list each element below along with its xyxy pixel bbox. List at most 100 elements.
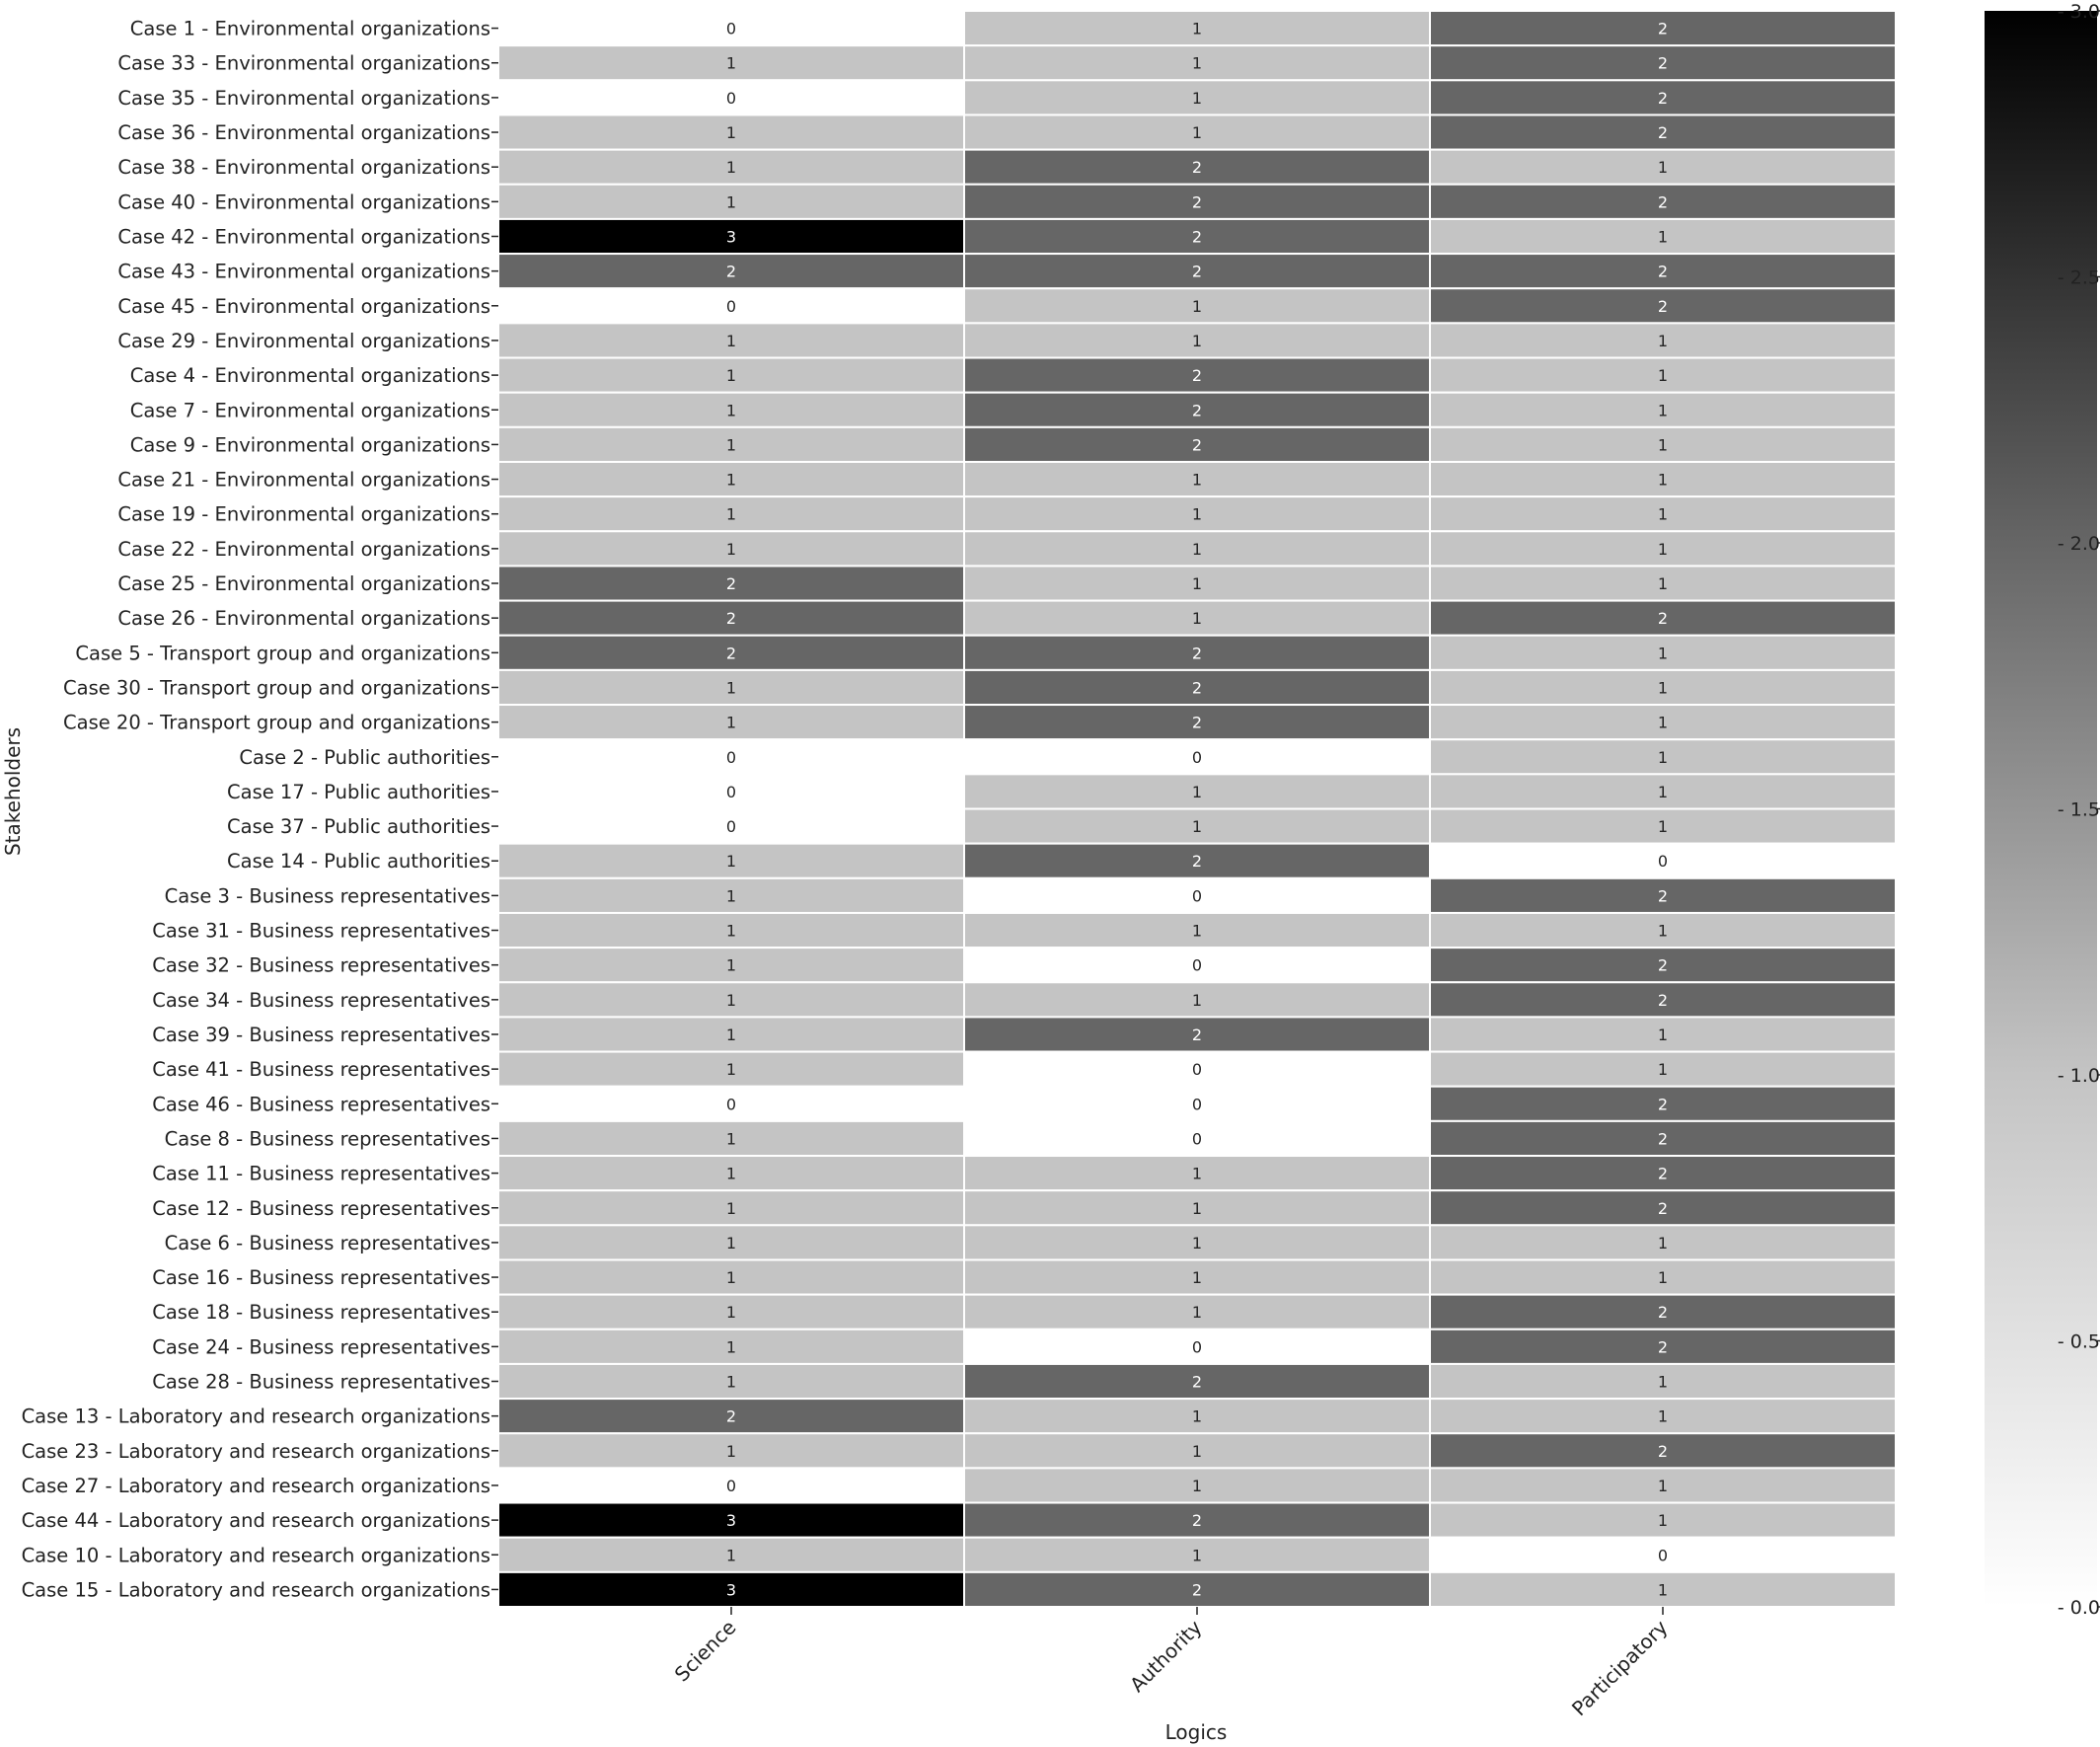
heatmap-cell	[1429, 1155, 1897, 1192]
heatmap-cell	[963, 773, 1431, 810]
cell-value-label: 1	[1658, 471, 1668, 490]
heatmap-cell	[1429, 1467, 1897, 1504]
cell-value-label: 1	[726, 956, 736, 975]
cell-value-label: 1	[1658, 1511, 1668, 1530]
cell-value-label: 0	[726, 748, 736, 767]
cell-value-label: 2	[1192, 435, 1202, 454]
colorbar: - 0.0 - 0.5 - 1.0 - 1.5 - 2.0 - 2.5 - 3.0	[1985, 1, 2100, 1619]
heatmap-cell	[497, 981, 965, 1019]
cell-value-label: 1	[726, 922, 736, 941]
colorbar-ticks: - 0.0 - 0.5 - 1.0 - 1.5 - 2.0 - 2.5 - 3.0	[2058, 1, 2100, 1619]
cell-value-label: 1	[1658, 158, 1668, 177]
cell-value-label: 2	[1192, 192, 1202, 211]
cell-value-label: 1	[726, 852, 736, 871]
row-label: Case 28 - Business representatives	[152, 1371, 490, 1394]
heatmap-cell	[497, 704, 965, 741]
cell-value-label: 1	[1658, 505, 1668, 524]
colorbar-tick-label: - 2.5	[2058, 267, 2100, 289]
heatmap-cell	[1429, 217, 1897, 256]
row-label: Case 16 - Business representatives	[152, 1266, 490, 1289]
cell-value-label: 1	[1192, 817, 1202, 836]
cell-value-label: 1	[1192, 332, 1202, 350]
cell-value-label: 1	[1658, 817, 1668, 836]
heatmap-cell	[1429, 981, 1897, 1019]
heatmap-cell	[963, 668, 1431, 707]
cell-value-label: 1	[1658, 435, 1668, 454]
row-label: Case 17 - Public authorities	[227, 781, 490, 803]
heatmap-cell	[1429, 599, 1897, 637]
cell-value-label: 2	[1192, 158, 1202, 177]
cell-value-label: 0	[1192, 1095, 1202, 1113]
heatmap-cell	[1429, 356, 1897, 394]
row-label: Case 42 - Environmental organizations	[117, 225, 490, 248]
heatmap-cell	[497, 253, 965, 290]
row-label: Case 12 - Business representatives	[152, 1197, 490, 1220]
heatmap-cells: 0 1 2 1 1 2 0 1 2 1 1 2 1 2 1 1 2 2 3 2 1 2 2 2 0 1 2 1 1 1 1 2 1 1 2 1 1 2 1 1…	[497, 10, 1897, 1608]
row-label: Case 13 - Laboratory and research organi…	[22, 1405, 490, 1428]
cell-value-label: 0	[726, 1095, 736, 1113]
cell-value-label: 1	[726, 540, 736, 559]
cell-value-label: 1	[1192, 574, 1202, 593]
heatmap-cell	[963, 217, 1431, 256]
cell-value-label: 2	[1192, 1511, 1202, 1530]
cell-value-label: 2	[1658, 297, 1668, 316]
heatmap-cell	[963, 1328, 1431, 1365]
row-label: Case 29 - Environmental organizations	[117, 330, 490, 352]
row-label: Case 20 - Transport group and organizati…	[63, 712, 490, 734]
cell-value-label: 2	[1658, 263, 1668, 281]
colorbar-tick-label: - 1.0	[2058, 1065, 2100, 1087]
cell-value-label: 1	[1192, 1407, 1202, 1426]
colorbar-tick-label: - 0.5	[2058, 1331, 2100, 1353]
heatmap-cell	[1429, 1189, 1897, 1227]
colorbar-tick-label: - 1.5	[2058, 799, 2100, 821]
row-label: Case 11 - Business representatives	[152, 1163, 490, 1185]
heatmap-cell	[497, 738, 965, 776]
row-label: Case 3 - Business representatives	[165, 884, 490, 907]
cell-value-label: 1	[1658, 714, 1668, 732]
heatmap-cell	[963, 1398, 1431, 1435]
cell-value-label: 1	[1192, 1165, 1202, 1183]
heatmap-cell	[963, 253, 1431, 290]
cell-value-label: 1	[726, 1060, 736, 1079]
row-label: Case 15 - Laboratory and research organi…	[22, 1578, 490, 1601]
heatmap-cell	[1429, 1016, 1897, 1053]
cell-value-label: 1	[1658, 401, 1668, 419]
heatmap-cell	[497, 842, 965, 879]
row-label: Case 32 - Business representatives	[152, 954, 490, 977]
heatmap-cell	[1429, 530, 1897, 568]
cell-value-label: 1	[726, 192, 736, 211]
row-label: Case 35 - Environmental organizations	[117, 87, 490, 110]
cell-value-label: 1	[1658, 332, 1668, 350]
cell-value-label: 1	[1658, 1477, 1668, 1495]
heatmap-cell	[963, 79, 1431, 116]
cell-value-label: 3	[726, 1580, 736, 1599]
heatmap-cell	[1429, 876, 1897, 914]
cell-value-label: 2	[1192, 227, 1202, 246]
cell-value-label: 1	[1192, 123, 1202, 142]
heatmap-cell	[497, 876, 965, 914]
heatmap-cell	[497, 1016, 965, 1053]
row-label: Case 8 - Business representatives	[165, 1127, 490, 1150]
cell-value-label: 0	[1192, 1337, 1202, 1356]
cell-value-label: 1	[726, 471, 736, 490]
cell-value-label: 0	[1192, 886, 1202, 905]
cell-value-label: 2	[1658, 1303, 1668, 1322]
row-label: Case 23 - Laboratory and research organi…	[22, 1440, 490, 1463]
column-label: Authority	[1125, 1615, 1207, 1697]
cell-value-label: 1	[1658, 1234, 1668, 1253]
row-label: Case 2 - Public authorities	[239, 746, 490, 769]
heatmap-cell	[1429, 773, 1897, 810]
row-label: Case 31 - Business representatives	[152, 920, 490, 943]
cell-value-label: 1	[1192, 1546, 1202, 1564]
cell-value-label: 2	[1658, 1337, 1668, 1356]
cell-value-label: 2	[726, 1407, 736, 1426]
heatmap-cell	[963, 322, 1431, 359]
heatmap-cell	[963, 1467, 1431, 1504]
heatmap-cell	[1429, 114, 1897, 151]
cell-value-label: 1	[1658, 748, 1668, 767]
row-label: Case 14 - Public authorities	[227, 850, 490, 873]
cell-value-label: 1	[1658, 678, 1668, 697]
cell-value-label: 1	[1192, 297, 1202, 316]
cell-value-label: 1	[726, 54, 736, 73]
colorbar-tick-label: - 3.0	[2058, 1, 2100, 23]
